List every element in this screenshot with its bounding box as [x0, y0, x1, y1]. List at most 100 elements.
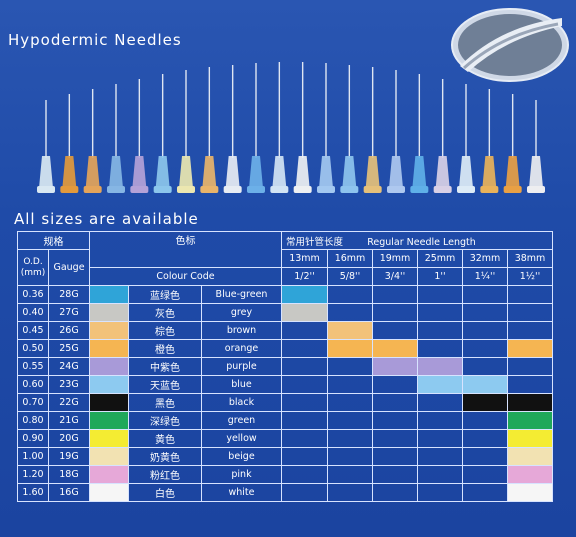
needle [433, 79, 452, 193]
needle [107, 84, 125, 193]
table-row: 0.70 22G 黑色 black [17, 393, 553, 412]
needle [340, 65, 359, 193]
color-name-en: purple [201, 357, 282, 376]
length-availability-cell [327, 411, 373, 430]
length-availability-cell [281, 429, 328, 448]
color-name-cn: 橙色 [128, 339, 202, 358]
length-availability-cell [462, 447, 508, 466]
od-cell: 0.90 [17, 429, 49, 448]
color-swatch [89, 447, 129, 466]
length-availability-cell [462, 483, 508, 502]
color-swatch [89, 411, 129, 430]
length-availability-cell [327, 429, 373, 448]
color-swatch [89, 357, 129, 376]
length-availability-cell [507, 357, 553, 376]
length-availability-cell [372, 447, 418, 466]
color-name-en: pink [201, 465, 282, 484]
length-availability-cell [417, 321, 463, 340]
length-availability-cell [462, 357, 508, 376]
length-mm-5: 38mm [507, 249, 553, 268]
needle [200, 67, 219, 193]
needle-lineup [37, 62, 545, 193]
length-availability-cell [417, 483, 463, 502]
needle [130, 79, 149, 193]
gauge-cell: 19G [48, 447, 90, 466]
length-availability-cell [462, 321, 508, 340]
table-row: 1.20 18G 粉红色 pink [17, 465, 553, 484]
colour-code-header: Colour Code [89, 267, 282, 286]
length-availability-cell [462, 375, 508, 394]
gauge-cell: 20G [48, 429, 90, 448]
length-availability-cell [372, 375, 418, 394]
length-availability-cell [372, 411, 418, 430]
needle [317, 63, 335, 193]
gauge-cell: 22G [48, 393, 90, 412]
length-availability-cell [372, 285, 418, 304]
length-mm-0: 13mm [281, 249, 328, 268]
color-swatch [89, 321, 129, 340]
length-mm-2: 19mm [372, 249, 418, 268]
length-availability-cell [417, 393, 463, 412]
needle [293, 62, 312, 193]
length-availability-cell [327, 465, 373, 484]
length-availability-cell [507, 447, 553, 466]
table-row: 0.40 27G 灰色 grey [17, 303, 553, 322]
length-availability-cell [281, 339, 328, 358]
color-swatch [89, 285, 129, 304]
color-name-en: green [201, 411, 282, 430]
od-cell: 1.20 [17, 465, 49, 484]
length-availability-cell [372, 483, 418, 502]
needle [410, 74, 429, 193]
length-availability-cell [327, 393, 373, 412]
od-cell: 0.55 [17, 357, 49, 376]
needle [37, 100, 55, 193]
length-availability-cell [281, 303, 328, 322]
length-availability-cell [417, 465, 463, 484]
color-header-cn: 色标 [175, 236, 196, 247]
needle [387, 70, 405, 193]
length-inch-2: 3/4'' [372, 267, 418, 286]
color-name-cn: 棕色 [128, 321, 202, 340]
od-cell: 0.36 [17, 285, 49, 304]
length-availability-cell [507, 303, 553, 322]
table-row: 0.60 23G 天蓝色 blue [17, 375, 553, 394]
needle [177, 70, 195, 193]
color-name-en: grey [201, 303, 282, 322]
length-availability-cell [281, 375, 328, 394]
length-availability-cell [372, 303, 418, 322]
color-name-en: black [201, 393, 282, 412]
needle [247, 63, 265, 193]
color-name-cn: 黄色 [128, 429, 202, 448]
length-availability-cell [507, 429, 553, 448]
length-availability-cell [372, 429, 418, 448]
od-header: O.D. (mm) [17, 249, 49, 286]
length-availability-cell [281, 357, 328, 376]
color-name-cn: 中紫色 [128, 357, 202, 376]
table-row: 0.80 21G 深绿色 green [17, 411, 553, 430]
od-cell: 1.00 [17, 447, 49, 466]
od-cell: 0.70 [17, 393, 49, 412]
color-name-cn: 奶黄色 [128, 447, 202, 466]
color-name-cn: 黑色 [128, 393, 202, 412]
color-name-en: brown [201, 321, 282, 340]
color-swatch [89, 339, 129, 358]
length-availability-cell [462, 429, 508, 448]
table-row: 0.45 26G 棕色 brown [17, 321, 553, 340]
length-availability-cell [281, 447, 328, 466]
od-cell: 0.50 [17, 339, 49, 358]
color-swatch [89, 375, 129, 394]
color-name-en: Blue-green [201, 285, 282, 304]
table-row: 1.60 16G 白色 white [17, 483, 553, 502]
length-availability-cell [372, 357, 418, 376]
length-inch-1: 5/8'' [327, 267, 373, 286]
color-swatch [89, 393, 129, 412]
length-availability-cell [417, 357, 463, 376]
length-header: 常用针管长度 Regular Needle Length [281, 231, 553, 250]
color-swatch [89, 483, 129, 502]
length-availability-cell [417, 375, 463, 394]
needle [83, 89, 102, 193]
color-swatch [89, 429, 129, 448]
length-availability-cell [462, 393, 508, 412]
length-availability-cell [372, 339, 418, 358]
color-name-en: beige [201, 447, 282, 466]
